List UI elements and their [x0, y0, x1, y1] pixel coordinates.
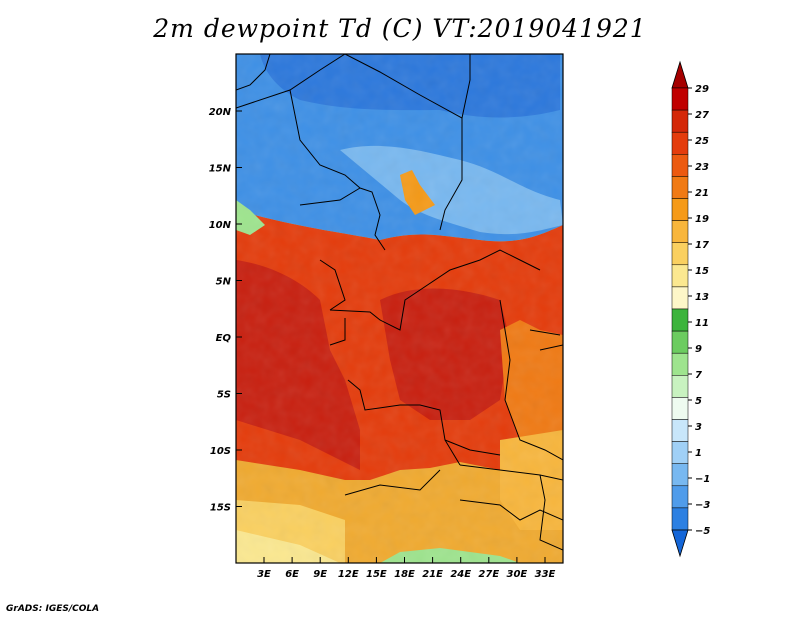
- colorbar-label: 7: [695, 370, 702, 381]
- colorbar-label: 9: [695, 344, 702, 355]
- colorbar-legend: 29 27 25 23 21 19 17 15 13 11 9 7 5 3 1 −1 −3 −5: [671, 60, 710, 558]
- colorbar-swatch: [671, 109, 689, 133]
- colorbar-top-arrow: [671, 60, 689, 89]
- colorbar-swatch: [671, 463, 689, 487]
- colorbar-bottom-arrow: [671, 529, 689, 558]
- lat-tick-label: 20N: [209, 107, 232, 118]
- lon-tick-label: 27E: [478, 569, 499, 580]
- lat-tick-label: 5S: [217, 390, 231, 401]
- colorbar-swatch: [671, 507, 689, 531]
- colorbar-swatch: [671, 441, 689, 464]
- colorbar-swatch: [671, 375, 689, 398]
- lat-tick-label: 5N: [216, 277, 232, 288]
- colorbar-swatch: [671, 264, 689, 288]
- colorbar-label: −1: [695, 474, 710, 485]
- colorbar-swatch: [671, 397, 689, 420]
- colorbar-label: 23: [695, 162, 709, 173]
- country-borders: [236, 54, 563, 551]
- colorbar-label: 17: [695, 240, 709, 251]
- lat-tick-label: 15N: [209, 164, 232, 175]
- lat-tick-label: 15S: [210, 503, 231, 514]
- longitude-axis: 3E 6E 9E 12E 15E 18E 21E 24E 27E 30E 33E: [257, 557, 556, 580]
- colorbar-swatch: [671, 330, 689, 354]
- colorbar-swatch: [671, 485, 689, 509]
- colorbar-swatch: [671, 308, 689, 332]
- lat-tick-label: 10S: [210, 446, 231, 457]
- colorbar-swatch: [671, 220, 689, 243]
- colorbar-label: 29: [695, 84, 709, 95]
- lon-tick-label: 30E: [507, 569, 528, 580]
- colorbar-label: 11: [695, 318, 709, 329]
- colorbar-swatch: [671, 352, 689, 376]
- map-frame: [235, 53, 564, 564]
- colorbar-label: 25: [695, 136, 709, 147]
- colorbar-swatch: [671, 419, 689, 442]
- colorbar-label: 13: [695, 292, 709, 303]
- colorbar-label: −5: [695, 526, 710, 537]
- latitude-axis: 20N 15N 10N 5N EQ 5S 10S 15S: [209, 107, 242, 514]
- dewpoint-field: [236, 54, 563, 563]
- colorbar-label: 5: [695, 396, 702, 407]
- colorbar-swatch: [671, 87, 689, 111]
- lon-tick-label: 24E: [450, 569, 471, 580]
- lon-tick-label: 3E: [257, 569, 271, 580]
- grads-credit: GrADS: IGES/COLA: [6, 604, 100, 614]
- colorbar-swatch: [671, 198, 689, 221]
- colorbar-swatch: [671, 242, 689, 266]
- lon-tick-label: 15E: [366, 569, 387, 580]
- lon-tick-label: 18E: [394, 569, 415, 580]
- colorbar-label: 27: [695, 110, 709, 121]
- colorbar-swatch: [671, 286, 689, 310]
- lon-tick-label: 21E: [422, 569, 443, 580]
- colorbar-label: 21: [695, 188, 709, 199]
- colorbar-label: 19: [695, 214, 709, 225]
- lon-tick-label: 12E: [338, 569, 359, 580]
- lon-tick-label: 33E: [535, 569, 556, 580]
- map-title: 2m dewpoint Td (C) VT:2019041921: [153, 14, 647, 43]
- lon-tick-label: 6E: [285, 569, 299, 580]
- lat-tick-label: EQ: [216, 333, 232, 344]
- colorbar-swatch: [671, 131, 689, 155]
- colorbar-swatch: [671, 176, 689, 199]
- lat-tick-label: 10N: [209, 220, 232, 231]
- lon-tick-label: 9E: [313, 569, 327, 580]
- colorbar-label: 3: [695, 422, 702, 433]
- colorbar-swatch: [671, 154, 689, 177]
- colorbar-label: 1: [695, 448, 702, 459]
- colorbar-label: −3: [695, 500, 710, 511]
- colorbar-label: 15: [695, 266, 709, 277]
